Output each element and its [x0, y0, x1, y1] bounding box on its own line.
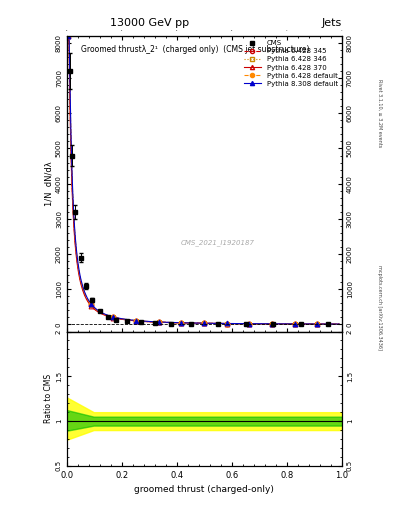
Text: CMS_2021_I1920187: CMS_2021_I1920187 [181, 240, 255, 246]
Text: mcplots.cern.ch [arXiv:1306.3436]: mcplots.cern.ch [arXiv:1306.3436] [377, 265, 382, 350]
Text: Rivet 3.1.10, ≥ 3.2M events: Rivet 3.1.10, ≥ 3.2M events [377, 78, 382, 147]
Y-axis label: 1/N  dN/dλ: 1/N dN/dλ [44, 161, 53, 206]
Text: Jets: Jets [321, 18, 342, 28]
Legend: CMS, Pythia 6.428 345, Pythia 6.428 346, Pythia 6.428 370, Pythia 6.428 default,: CMS, Pythia 6.428 345, Pythia 6.428 346,… [241, 37, 340, 90]
X-axis label: groomed thrust (charged-only): groomed thrust (charged-only) [134, 485, 274, 495]
Text: 13000 GeV pp: 13000 GeV pp [110, 18, 189, 28]
Y-axis label: Ratio to CMS: Ratio to CMS [44, 374, 53, 423]
Text: Groomed thrustλ_2¹  (charged only)  (CMS jet substructure): Groomed thrustλ_2¹ (charged only) (CMS j… [81, 45, 309, 54]
